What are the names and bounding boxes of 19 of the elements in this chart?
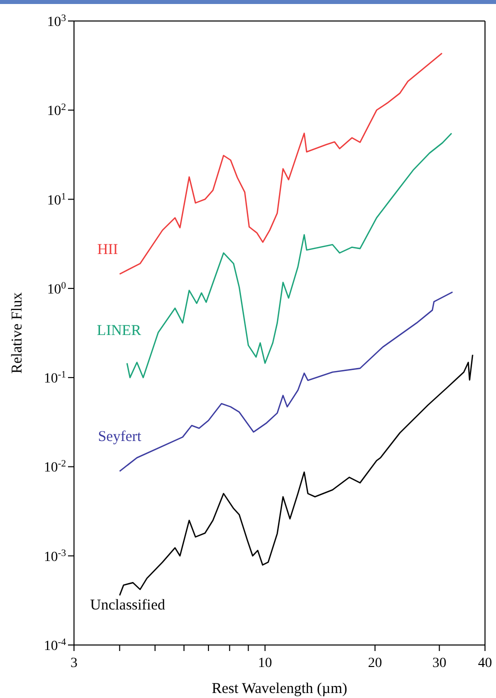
y-tick-label: 10$^{-1}$ <box>44 369 66 387</box>
y-axis-title: Relative Flux <box>9 292 26 374</box>
y-tick-label: 10$^{-2}$ <box>44 458 66 476</box>
y-tick-label: 10$^{1}$ <box>47 190 66 208</box>
y-tick-label: 10$^{-4}$ <box>44 636 66 654</box>
x-tick-label: 40 <box>478 656 492 671</box>
x-tick-label: 10 <box>258 656 272 671</box>
series-label: Seyfert <box>98 429 142 446</box>
y-tick-label: 10$^{3}$ <box>47 12 66 30</box>
series-label: Unclassified <box>90 597 166 614</box>
x-tick-label: 3 <box>70 656 78 671</box>
y-tick-label: 10$^{0}$ <box>47 280 66 298</box>
x-axis-title: Rest Wavelength (µm) <box>212 681 348 697</box>
x-tick-label: 20 <box>368 656 382 671</box>
series-label: HII <box>97 242 118 258</box>
y-tick-label: 10$^{2}$ <box>47 102 66 120</box>
y-tick-label: 10$^{-3}$ <box>44 547 66 565</box>
series-label: LINER <box>96 323 142 340</box>
x-tick-label: 30 <box>432 656 446 671</box>
